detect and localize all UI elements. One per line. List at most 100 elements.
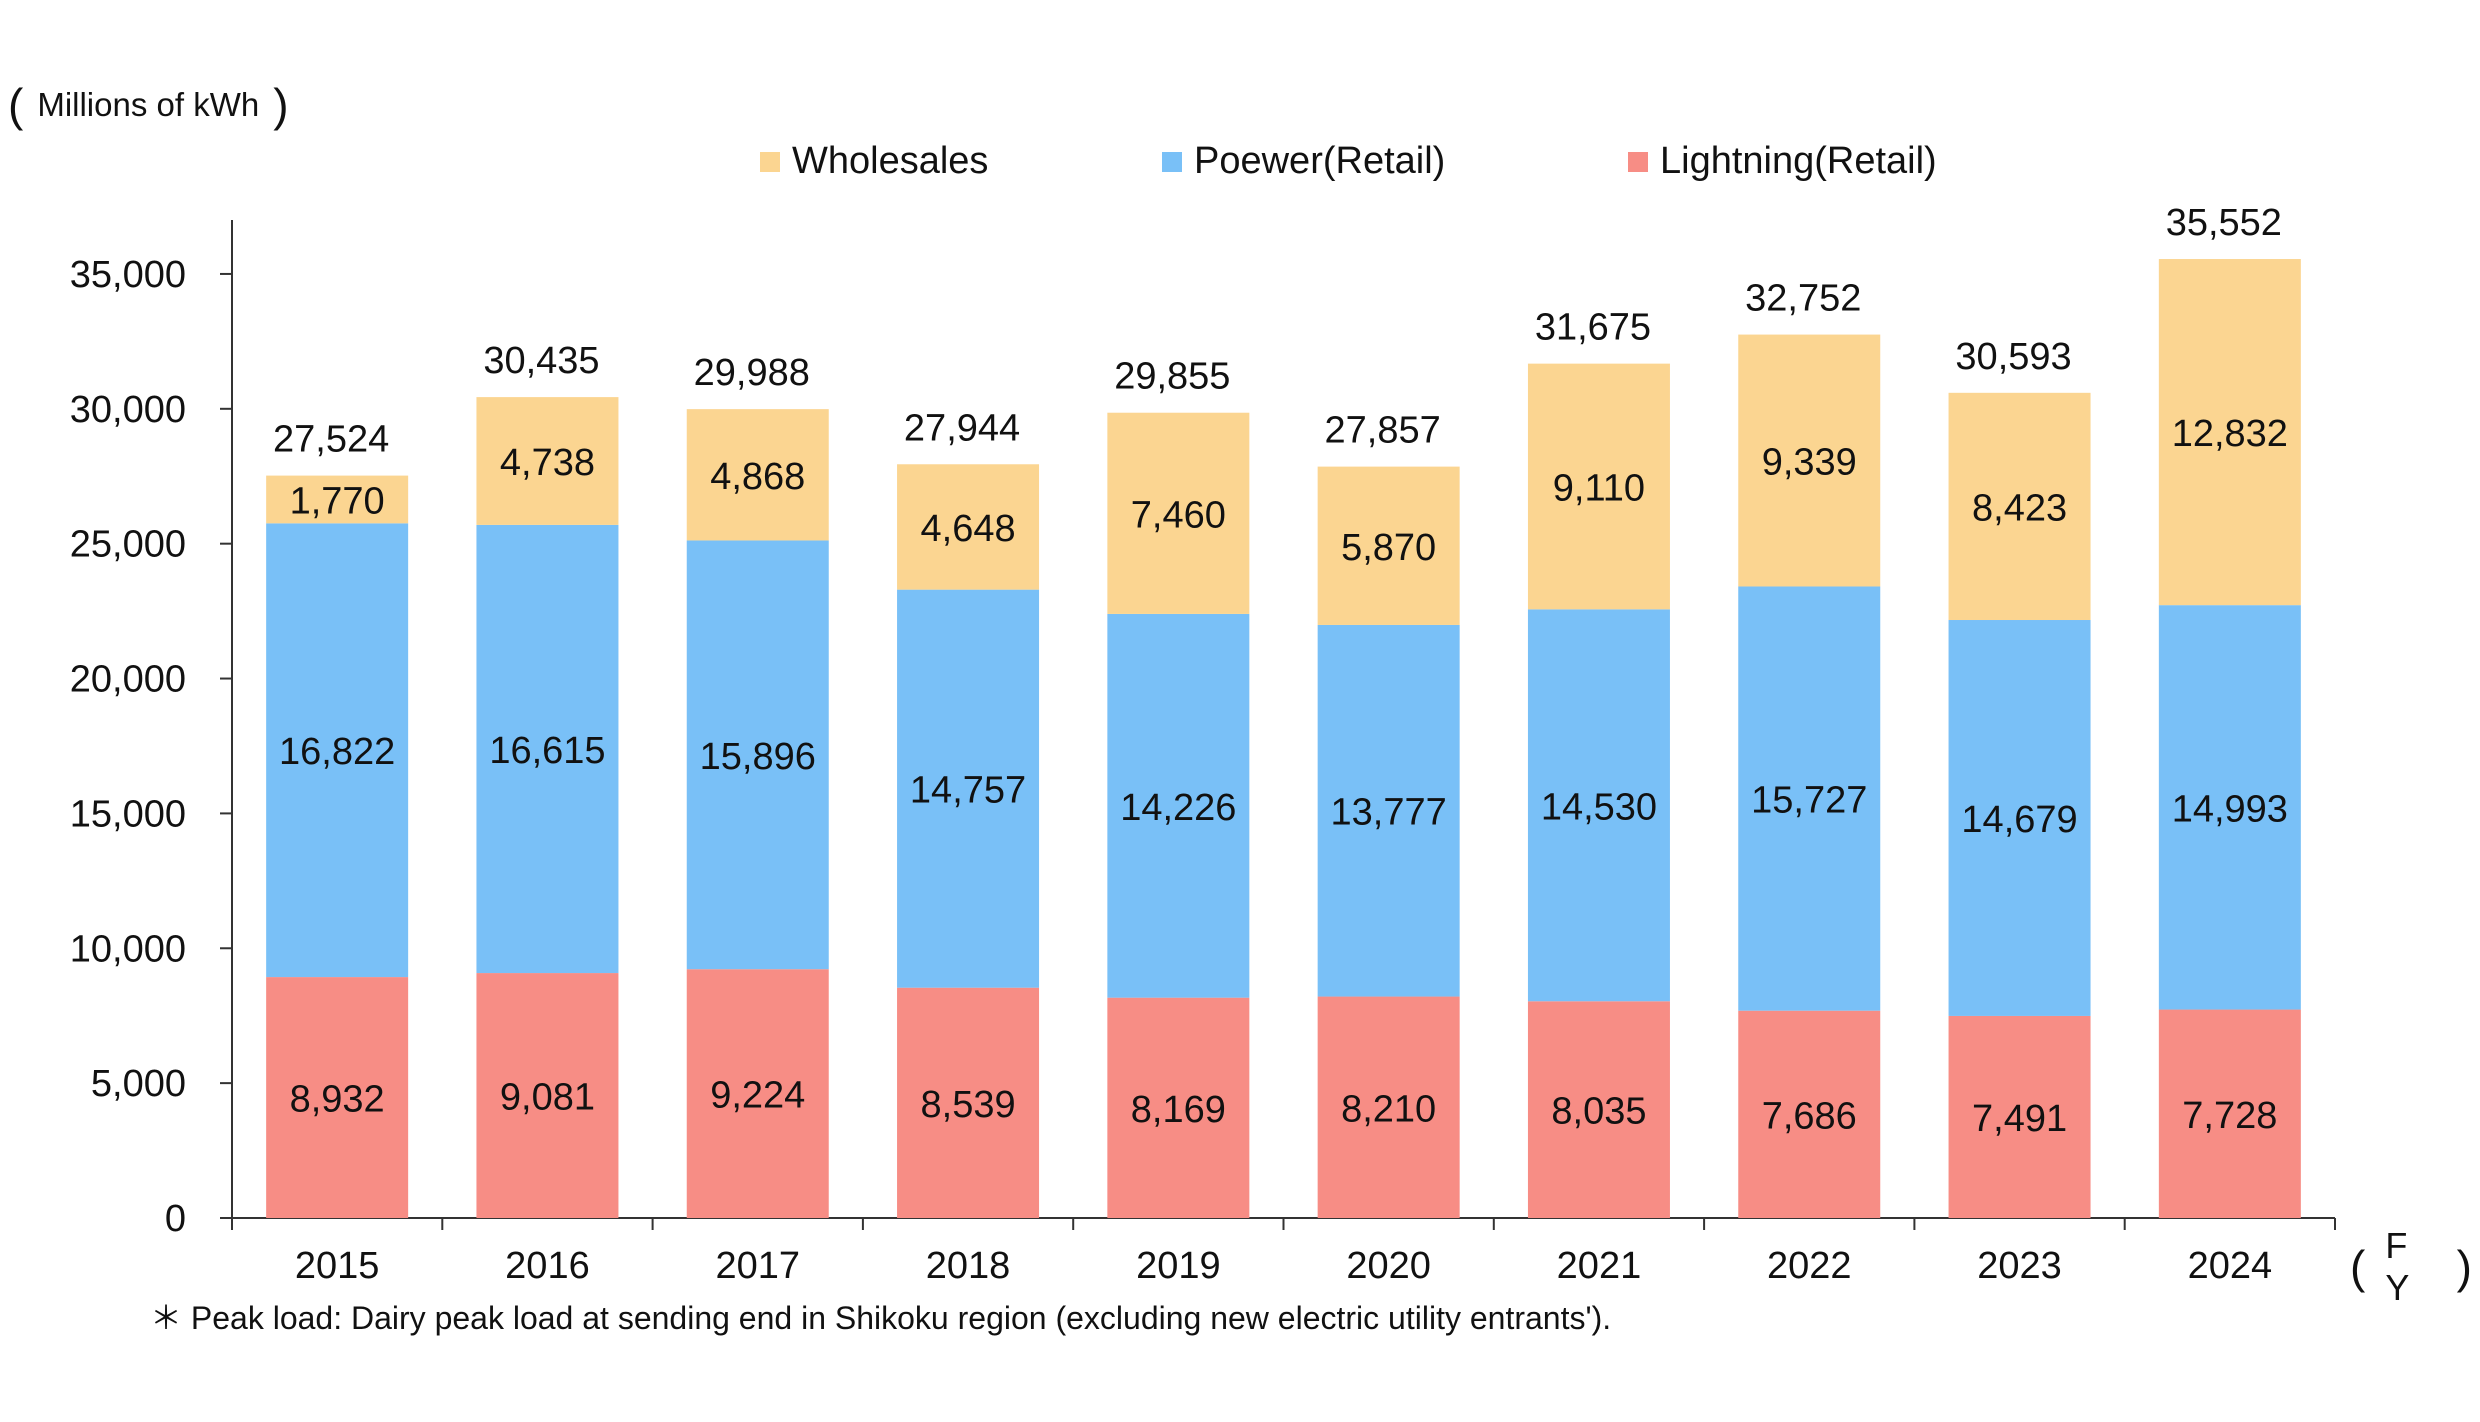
legend-item-lightning-retail: Lightning(Retail)	[1628, 140, 1937, 183]
data-label-wholesales: 1,770	[290, 480, 385, 522]
x-tick-label: 2019	[1136, 1245, 1221, 1287]
legend-label-lightning-retail: Lightning(Retail)	[1660, 140, 1937, 182]
x-tick-label: 2024	[2188, 1245, 2273, 1287]
legend-item-power-retail: Poewer(Retail)	[1162, 140, 1445, 183]
bar-segment-wholesales	[1738, 334, 1881, 587]
bar-segment-power-retail	[686, 540, 829, 970]
data-label-lightning-retail: 8,210	[1341, 1088, 1436, 1130]
y-tick-label: 20,000	[70, 659, 186, 701]
data-label-power-retail: 16,822	[279, 731, 395, 773]
data-label-lightning-retail: 8,932	[290, 1079, 385, 1121]
data-label-power-retail: 14,226	[1120, 787, 1236, 829]
bar-segment-wholesales	[897, 464, 1040, 590]
bar-segment-power-retail	[1948, 620, 2091, 1016]
x-tick-label: 2017	[715, 1245, 800, 1287]
total-label: 27,524	[273, 419, 389, 461]
x-tick-label: 2020	[1346, 1245, 1431, 1287]
legend: Wholesales Poewer(Retail) Lightning(Reta…	[0, 140, 2480, 190]
left-bracket-icon: (	[8, 79, 24, 131]
x-axis-unit-label: ( F Y )	[2350, 1225, 2480, 1309]
bar-segment-power-retail	[2158, 605, 2301, 1010]
data-label-wholesales: 7,460	[1131, 494, 1226, 536]
y-tick-label: 15,000	[70, 793, 186, 835]
total-label: 30,593	[1955, 336, 2071, 378]
unit-label-text: Millions of kWh	[37, 86, 260, 123]
y-tick-label: 25,000	[70, 524, 186, 566]
x-tick-label: 2023	[1977, 1245, 2062, 1287]
bar-segment-power-retail	[1107, 613, 1250, 998]
bar-segment-lightning-retail	[1527, 1001, 1670, 1218]
bar-segment-lightning-retail	[686, 969, 829, 1218]
fy-label-text: F Y	[2385, 1225, 2418, 1308]
data-label-power-retail: 15,727	[1751, 780, 1867, 822]
data-label-lightning-retail: 8,035	[1551, 1091, 1646, 1133]
x-tick-label: 2015	[295, 1245, 380, 1287]
data-label-power-retail: 16,615	[489, 730, 605, 772]
legend-swatch-power-retail	[1162, 151, 1182, 172]
bar-segment-lightning-retail	[1317, 996, 1460, 1218]
fy-right-bracket-icon: )	[2456, 1241, 2480, 1293]
total-label: 27,944	[904, 407, 1020, 449]
bar-segment-lightning-retail	[266, 977, 409, 1218]
y-tick-label: 10,000	[70, 928, 186, 970]
bar-segment-wholesales	[2158, 259, 2301, 606]
data-label-lightning-retail: 8,169	[1131, 1089, 1226, 1131]
x-tick-label: 2016	[505, 1245, 590, 1287]
bar-segment-wholesales	[1317, 466, 1460, 625]
total-label: 29,855	[1114, 356, 1230, 398]
legend-label-wholesales: Wholesales	[792, 140, 989, 182]
total-label: 29,988	[694, 352, 810, 394]
right-bracket-icon: )	[273, 79, 289, 131]
bar-segment-power-retail	[476, 524, 619, 974]
data-label-wholesales: 5,870	[1341, 527, 1436, 569]
bar-segment-lightning-retail	[476, 973, 619, 1218]
total-label: 32,752	[1745, 278, 1861, 320]
legend-label-power-retail: Poewer(Retail)	[1194, 140, 1446, 182]
bar-segment-power-retail	[1738, 586, 1881, 1011]
bar-segment-wholesales	[266, 475, 409, 524]
total-label: 35,552	[2166, 202, 2282, 244]
bar-segment-wholesales	[1107, 412, 1250, 614]
x-tick-label: 2018	[926, 1245, 1011, 1287]
bar-segment-power-retail	[266, 523, 409, 978]
x-tick-label: 2022	[1767, 1245, 1852, 1287]
data-label-wholesales: 4,738	[500, 442, 595, 484]
bar-segment-power-retail	[1317, 624, 1460, 997]
footnote: ＊ Peak load: Dairy peak load at sending …	[150, 1300, 1612, 1336]
bar-segment-power-retail	[897, 589, 1040, 988]
legend-item-wholesales: Wholesales	[760, 140, 988, 183]
data-label-wholesales: 12,832	[2172, 413, 2288, 455]
data-label-power-retail: 14,679	[1961, 799, 2077, 841]
data-label-wholesales: 4,868	[710, 456, 805, 498]
y-tick-label: 5,000	[91, 1063, 186, 1105]
total-label: 30,435	[483, 340, 599, 382]
data-label-lightning-retail: 9,224	[710, 1075, 805, 1117]
bar-segment-wholesales	[1948, 392, 2091, 621]
data-label-lightning-retail: 9,081	[500, 1077, 595, 1119]
data-label-wholesales: 9,110	[1553, 467, 1645, 509]
x-tick-label: 2021	[1557, 1245, 1642, 1287]
bar-segment-lightning-retail	[1107, 997, 1250, 1218]
data-label-lightning-retail: 7,686	[1762, 1095, 1857, 1137]
data-label-wholesales: 8,423	[1972, 487, 2067, 529]
y-axis-unit-label: ( Millions of kWh )	[8, 82, 289, 128]
y-tick-label: 0	[165, 1198, 186, 1240]
data-label-lightning-retail: 7,491	[1972, 1098, 2067, 1140]
data-label-lightning-retail: 7,728	[2182, 1095, 2277, 1137]
data-label-wholesales: 4,648	[921, 508, 1016, 550]
legend-swatch-lightning-retail	[1628, 151, 1648, 172]
bar-segment-lightning-retail	[2158, 1009, 2301, 1218]
bar-segment-lightning-retail	[1948, 1015, 2091, 1218]
bar-segment-lightning-retail	[897, 987, 1040, 1218]
data-label-power-retail: 14,757	[910, 770, 1026, 812]
bar-segment-wholesales	[1527, 363, 1670, 610]
data-label-wholesales: 9,339	[1762, 442, 1857, 484]
bar-segment-wholesales	[686, 409, 829, 541]
y-tick-label: 30,000	[70, 389, 186, 431]
fy-left-bracket-icon: (	[2350, 1241, 2374, 1293]
data-label-power-retail: 14,993	[2172, 788, 2288, 830]
data-label-power-retail: 14,530	[1541, 786, 1657, 828]
bar-segment-wholesales	[476, 397, 619, 525]
y-tick-label: 35,000	[70, 254, 186, 296]
